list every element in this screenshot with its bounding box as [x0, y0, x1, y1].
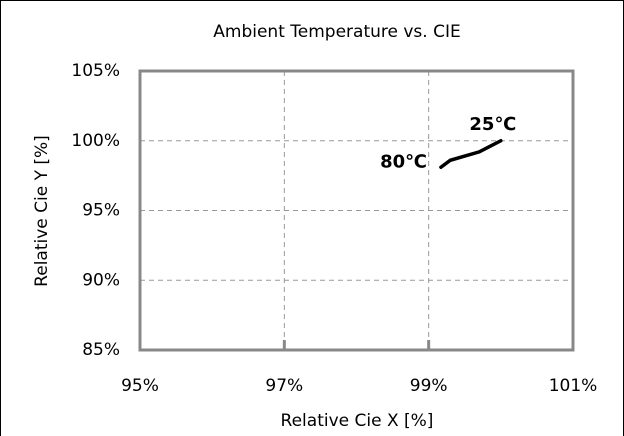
y-axis-label: Relative Cie Y [%]	[32, 135, 52, 287]
x-tick-label: 101%	[549, 376, 598, 396]
y-tick-label: 100%	[71, 131, 120, 151]
x-axis-label: Relative Cie X [%]	[281, 411, 434, 431]
chart-title: Ambient Temperature vs. CIE	[213, 22, 460, 42]
y-tick-label: 95%	[82, 201, 120, 221]
annotation: 25℃	[469, 114, 516, 135]
annotation: 80℃	[380, 151, 427, 172]
plot-border	[138, 69, 575, 352]
x-tick-label: 99%	[410, 376, 448, 396]
y-tick-label: 85%	[82, 340, 120, 360]
line-series	[439, 139, 503, 170]
x-tick-label: 95%	[121, 376, 159, 396]
y-tick-label: 105%	[71, 61, 120, 81]
y-tick-label: 90%	[82, 270, 120, 290]
x-tick-label: 97%	[265, 376, 303, 396]
